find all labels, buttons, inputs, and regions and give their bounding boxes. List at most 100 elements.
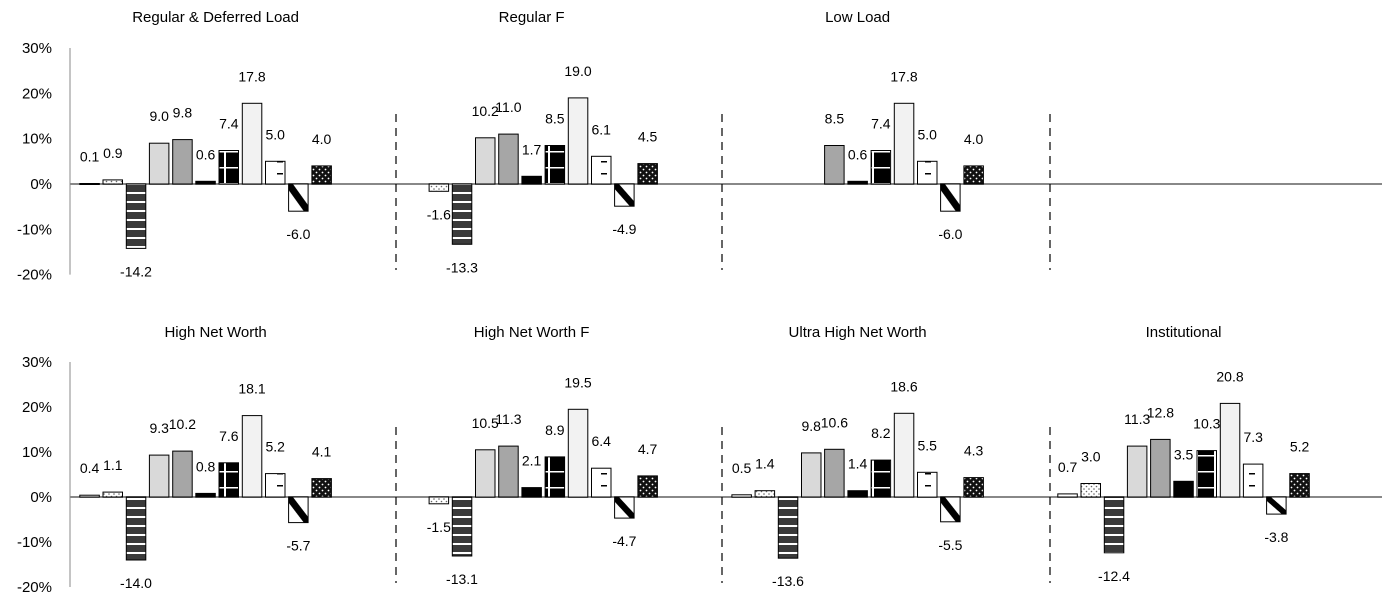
bar	[1057, 493, 1078, 498]
y-tick-label: 10%	[22, 444, 52, 461]
data-label: 8.2	[871, 425, 891, 441]
bar	[637, 163, 658, 185]
bar	[241, 415, 263, 498]
data-label: 4.5	[638, 129, 658, 145]
bar	[963, 477, 984, 498]
bar	[614, 183, 635, 207]
bar	[731, 494, 752, 498]
bar	[311, 165, 332, 185]
bar	[777, 496, 799, 559]
data-label: 1.4	[848, 456, 868, 472]
bar	[567, 97, 589, 185]
data-label: 1.1	[103, 457, 123, 473]
bar	[917, 160, 938, 185]
data-label: 10.6	[821, 414, 848, 430]
data-label: 4.3	[964, 443, 984, 459]
bar	[148, 454, 170, 498]
data-label: 7.4	[219, 116, 239, 132]
data-label: -5.5	[938, 537, 962, 553]
bar	[102, 491, 123, 498]
bar	[428, 183, 450, 192]
data-label: -3.8	[1264, 529, 1288, 545]
y-tick-label: 10%	[22, 131, 52, 148]
data-label: 5.0	[265, 126, 285, 142]
data-label: 1.7	[522, 141, 542, 157]
y-tick-label: 0%	[30, 176, 52, 193]
bar	[1126, 445, 1148, 498]
bar	[847, 490, 868, 498]
data-label: 10.2	[169, 416, 196, 432]
bar	[218, 150, 239, 185]
bar	[241, 102, 263, 185]
data-label: 5.0	[917, 126, 937, 142]
bar	[940, 183, 961, 212]
bar	[265, 160, 286, 185]
panel-title: Regular & Deferred Load	[132, 9, 299, 26]
data-label: 18.1	[238, 381, 265, 397]
panel-title: Ultra High Net Worth	[789, 324, 927, 341]
data-label: 11.0	[495, 99, 521, 115]
data-label: 10.3	[1193, 416, 1220, 432]
data-label: 0.9	[103, 145, 123, 161]
y-tick-label: -10%	[17, 221, 52, 238]
data-label: 7.4	[871, 116, 891, 132]
data-label: -4.7	[612, 533, 636, 549]
data-label: 2.1	[522, 453, 542, 469]
data-label: 9.8	[173, 105, 193, 121]
bar	[125, 496, 147, 561]
bar	[451, 183, 473, 245]
data-label: 5.5	[917, 437, 937, 453]
data-label: 0.6	[848, 146, 868, 162]
bar	[148, 142, 170, 185]
data-label: 7.6	[219, 428, 239, 444]
bar	[1173, 480, 1194, 498]
bar	[893, 102, 915, 185]
y-tick-label: 20%	[22, 85, 52, 102]
bar	[567, 408, 589, 498]
bar	[428, 496, 450, 505]
bar	[172, 450, 193, 498]
bar	[288, 496, 309, 524]
data-label: 10.2	[472, 103, 499, 119]
bar	[591, 467, 612, 498]
bar	[172, 139, 193, 185]
bar	[265, 473, 286, 498]
bar	[451, 496, 473, 557]
data-label: -1.5	[427, 519, 451, 535]
data-label: -12.4	[1098, 568, 1130, 584]
bar	[475, 449, 496, 498]
data-label: 0.5	[732, 460, 752, 476]
bar	[288, 183, 309, 212]
data-label: 8.9	[545, 422, 565, 438]
data-label: 7.3	[1243, 429, 1263, 445]
data-label: -1.6	[427, 206, 451, 222]
data-label: -6.0	[938, 226, 962, 242]
data-label: 1.4	[755, 456, 775, 472]
data-label: 5.2	[1290, 439, 1310, 455]
data-label: 9.0	[149, 108, 169, 124]
bar	[79, 183, 100, 185]
bar	[1196, 450, 1217, 498]
data-label: 8.5	[825, 111, 845, 127]
data-label: 0.7	[1058, 459, 1078, 475]
data-label: 8.5	[545, 111, 565, 127]
bar	[870, 150, 892, 185]
bar	[79, 494, 100, 498]
y-tick-label: 30%	[22, 354, 52, 371]
data-label: 5.2	[265, 439, 285, 455]
y-tick-label: 0%	[30, 489, 52, 506]
data-label: -13.6	[772, 573, 804, 589]
data-label: -14.0	[120, 575, 152, 591]
bar	[521, 487, 542, 498]
data-label: 0.6	[196, 146, 216, 162]
data-label: 3.5	[1174, 446, 1194, 462]
data-label: 20.8	[1216, 368, 1243, 384]
data-label: 19.0	[564, 63, 591, 79]
panel-title: Low Load	[825, 9, 890, 26]
bar	[311, 478, 332, 498]
bar	[218, 462, 239, 498]
bar	[102, 179, 123, 185]
bar	[498, 445, 519, 498]
bar	[847, 180, 868, 185]
